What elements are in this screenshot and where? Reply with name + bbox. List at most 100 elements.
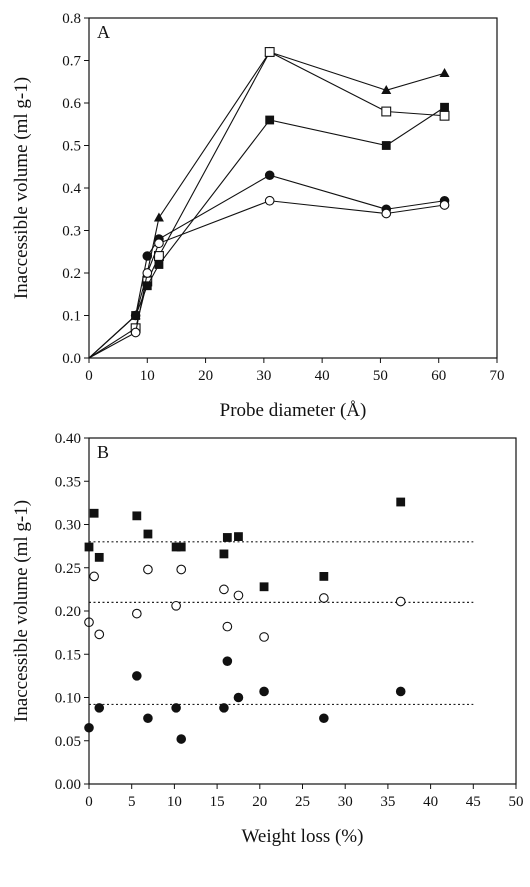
b-data-point — [259, 582, 269, 592]
a-data-point — [154, 260, 164, 269]
b-data-point — [233, 692, 244, 703]
b-y-tick-label: 0.35 — [55, 474, 81, 490]
a-data-point-shape — [264, 47, 275, 57]
b-data-point-shape — [319, 713, 329, 724]
b-data-point-shape — [143, 713, 153, 724]
a-x-tick-label: 10 — [140, 368, 155, 384]
a-data-point — [142, 268, 153, 278]
panel-b-plot-frame — [88, 437, 517, 785]
b-data-point-shape — [176, 734, 187, 744]
a-data-point — [381, 85, 392, 95]
b-data-point-shape — [259, 582, 269, 592]
b-x-tick-label: 20 — [252, 794, 267, 810]
b-series-filled-square — [84, 497, 406, 592]
a-data-point-shape — [130, 327, 141, 338]
b-data-point — [132, 671, 142, 681]
b-y-tick-label: 0.25 — [55, 561, 81, 577]
a-data-point — [142, 281, 152, 291]
a-data-point-shape — [381, 208, 392, 219]
b-data-point-shape — [395, 596, 406, 607]
b-data-point-shape — [94, 703, 105, 713]
b-data-point-shape — [176, 564, 187, 575]
a-data-point-shape — [440, 102, 449, 112]
a-data-point — [153, 251, 164, 261]
panel-b-y-axis-title: Inaccessible volume (ml g-1) — [11, 500, 32, 722]
b-data-point — [219, 703, 229, 713]
b-x-tick-label: 40 — [423, 794, 438, 810]
b-data-point-shape — [219, 703, 229, 713]
a-data-point-shape — [439, 68, 450, 78]
b-data-point — [319, 593, 329, 603]
a-x-tick-label: 30 — [256, 368, 271, 384]
panel-b-label: B — [97, 442, 109, 462]
b-x-tick-label: 30 — [338, 794, 353, 810]
b-data-point-shape — [131, 608, 142, 619]
a-y-tick-label: 0.4 — [62, 181, 81, 197]
b-data-point — [395, 686, 406, 697]
b-data-point — [234, 532, 243, 542]
b-data-point-shape — [89, 508, 99, 518]
b-x-tick-label: 25 — [295, 794, 310, 810]
a-y-tick-label: 0.3 — [62, 224, 81, 240]
b-data-point-shape — [233, 590, 244, 601]
a-data-point — [265, 115, 275, 125]
a-data-point-shape — [154, 260, 164, 269]
b-y-tick-label: 0.40 — [55, 431, 81, 447]
a-data-point — [264, 170, 275, 181]
b-x-tick-label: 50 — [509, 794, 524, 810]
a-x-tick-label: 60 — [431, 368, 446, 384]
b-x-tick-label: 45 — [466, 794, 481, 810]
a-data-point-shape — [130, 310, 141, 321]
a-data-point — [439, 68, 450, 78]
b-data-point-shape — [143, 529, 153, 539]
b-series-open-circle — [84, 564, 406, 642]
b-data-point-shape — [94, 552, 104, 562]
panel-b-reference-lines — [89, 541, 474, 706]
a-x-tick-label: 50 — [373, 368, 388, 384]
b-data-point — [219, 549, 229, 559]
b-data-point-shape — [171, 542, 181, 552]
b-data-point — [89, 571, 99, 582]
b-data-point — [176, 734, 187, 744]
a-data-point-shape — [439, 200, 450, 210]
panel-a-y-axis-title: Inaccessible volume (ml g-1) — [11, 77, 32, 299]
b-data-point — [319, 572, 329, 581]
b-series-filled-circle — [84, 656, 406, 744]
a-data-point — [142, 251, 153, 261]
a-data-point-shape — [142, 268, 153, 278]
a-series-line — [88, 51, 445, 359]
b-y-tick-label: 0.05 — [55, 734, 81, 750]
b-data-point-shape — [171, 703, 181, 713]
b-data-point — [395, 596, 406, 607]
b-y-tick-label: 0.30 — [55, 518, 81, 534]
b-data-point — [171, 600, 181, 611]
a-data-point-shape — [264, 195, 275, 206]
b-data-point — [143, 713, 153, 724]
a-data-point — [381, 141, 391, 150]
a-y-tick-label: 0.2 — [62, 266, 81, 282]
a-data-point — [381, 208, 392, 219]
b-y-tick-label: 0.10 — [55, 691, 81, 707]
b-data-point — [176, 564, 187, 575]
b-data-point-shape — [132, 511, 142, 521]
b-y-tick-label: 0.00 — [55, 777, 81, 793]
a-data-point-shape — [142, 251, 153, 261]
panel-b-x-axis-title: Weight loss (%) — [242, 826, 364, 847]
a-data-point — [130, 327, 141, 338]
panel-a-plot-frame — [88, 17, 498, 359]
panel-a-x-axis-title: Probe diameter (Å) — [220, 400, 367, 421]
b-data-point-shape — [94, 629, 105, 640]
b-data-point — [143, 529, 153, 539]
b-data-point-shape — [222, 656, 233, 666]
panel-a-ticks: 0 10 20 30 40 50 60 70 0.0 0.1 0.2 0.3 0.4 0.5 0.6 0.7 0… — [62, 11, 504, 384]
a-y-tick-label: 0.5 — [62, 139, 81, 155]
b-data-point — [132, 511, 142, 521]
a-x-tick-label: 0 — [85, 368, 93, 384]
a-data-point-shape — [265, 115, 275, 125]
a-data-point-shape — [381, 106, 392, 117]
b-data-point-shape — [233, 692, 244, 703]
panel-a-series — [88, 46, 450, 359]
chart-panel-b: 0 5 10 15 20 25 30 35 40 45 50 0.00 0.05 0.10 0.15 0.20… — [11, 431, 524, 847]
a-data-point — [439, 200, 450, 210]
b-data-point-shape — [396, 497, 406, 507]
